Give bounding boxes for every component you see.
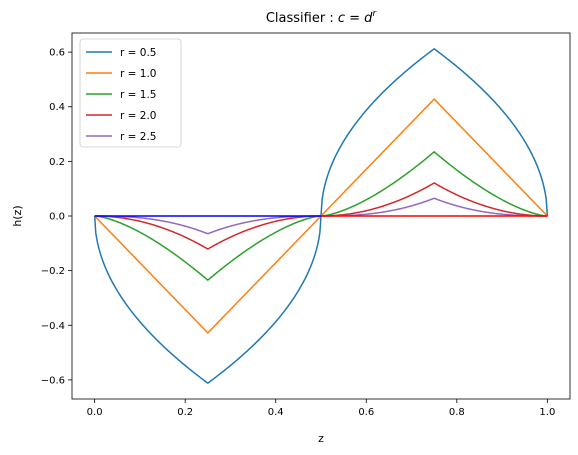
y-tick-label: −0.4 [41, 321, 65, 332]
y-axis-ticks: −0.6 −0.4 −0.2 0.0 0.2 0.4 0.6 [41, 48, 72, 386]
y-tick-label: 0.2 [49, 157, 65, 168]
chart-title-eq: = [345, 11, 364, 26]
legend-box [79, 38, 182, 148]
x-tick-label: 1.0 [539, 407, 555, 418]
x-tick-label: 0.6 [358, 407, 374, 418]
y-tick-label: −0.6 [41, 375, 65, 386]
legend: r = 0.5 r = 1.0 r = 1.5 r = 2.0 r = 2.5 [79, 38, 182, 148]
y-tick-label: 0.0 [49, 212, 65, 223]
chart-title-d: d [364, 11, 373, 26]
series-layer [93, 47, 549, 385]
chart-title: Classifier : c = dr [266, 9, 378, 26]
legend-label: r = 1.5 [120, 89, 157, 101]
x-axis-label: z [318, 432, 324, 445]
chart-title-exp: r [372, 9, 377, 19]
chart-title-prefix: Classifier : [266, 11, 338, 26]
legend-label: r = 2.5 [120, 131, 157, 143]
legend-label: r = 0.5 [120, 47, 157, 59]
x-tick-label: 0.8 [449, 407, 465, 418]
y-tick-label: −0.2 [41, 266, 65, 277]
x-axis-ticks: 0.0 0.2 0.4 0.6 0.8 1.0 [87, 399, 555, 418]
x-tick-label: 0.0 [87, 407, 103, 418]
x-tick-label: 0.4 [268, 407, 284, 418]
legend-label: r = 2.0 [120, 110, 157, 122]
y-tick-label: 0.6 [49, 48, 65, 59]
x-tick-label: 0.2 [177, 407, 193, 418]
y-tick-label: 0.4 [49, 102, 65, 113]
y-axis-label: h(z) [11, 205, 24, 226]
chart-title-c: c [338, 11, 345, 26]
legend-label: r = 1.0 [120, 68, 157, 80]
